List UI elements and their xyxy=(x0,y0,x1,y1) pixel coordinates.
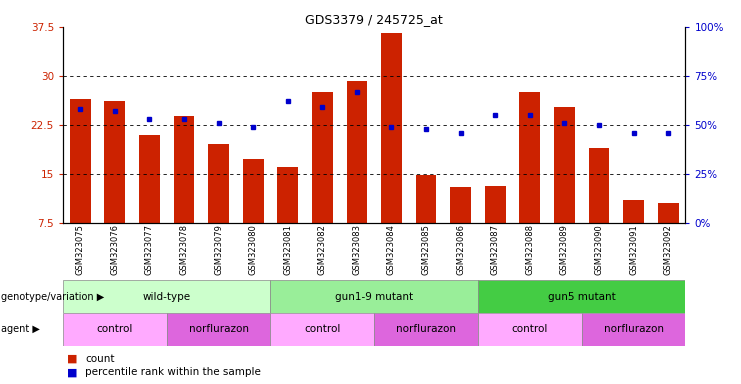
Text: agent ▶: agent ▶ xyxy=(1,324,39,334)
Text: count: count xyxy=(85,354,115,364)
Text: genotype/variation ▶: genotype/variation ▶ xyxy=(1,291,104,302)
Text: percentile rank within the sample: percentile rank within the sample xyxy=(85,367,261,377)
Bar xyxy=(658,203,679,223)
Bar xyxy=(173,116,194,223)
Bar xyxy=(416,175,436,223)
Bar xyxy=(270,280,478,313)
Bar xyxy=(347,81,368,223)
Text: gun1-9 mutant: gun1-9 mutant xyxy=(335,291,413,302)
Bar xyxy=(139,135,160,223)
Text: control: control xyxy=(511,324,548,334)
Text: norflurazon: norflurazon xyxy=(604,324,663,334)
Text: wild-type: wild-type xyxy=(143,291,190,302)
Bar xyxy=(478,313,582,346)
Bar xyxy=(374,313,478,346)
Bar xyxy=(70,99,90,223)
Bar xyxy=(623,200,644,223)
Bar xyxy=(582,313,685,346)
Bar xyxy=(312,92,333,223)
Bar xyxy=(478,280,685,313)
Bar xyxy=(208,144,229,223)
Bar xyxy=(554,107,575,223)
Bar xyxy=(381,33,402,223)
Bar xyxy=(167,313,270,346)
Text: norflurazon: norflurazon xyxy=(189,324,248,334)
Bar xyxy=(243,159,264,223)
Bar xyxy=(485,185,505,223)
Text: control: control xyxy=(96,324,133,334)
Bar xyxy=(270,313,374,346)
Text: ■: ■ xyxy=(67,354,77,364)
Bar xyxy=(63,280,270,313)
Text: gun5 mutant: gun5 mutant xyxy=(548,291,616,302)
Bar xyxy=(519,92,540,223)
Title: GDS3379 / 245725_at: GDS3379 / 245725_at xyxy=(305,13,443,26)
Bar xyxy=(588,147,609,223)
Bar xyxy=(451,187,471,223)
Text: norflurazon: norflurazon xyxy=(396,324,456,334)
Text: control: control xyxy=(304,324,341,334)
Text: ■: ■ xyxy=(67,367,77,377)
Bar xyxy=(63,313,167,346)
Bar xyxy=(104,101,125,223)
Bar xyxy=(277,167,298,223)
